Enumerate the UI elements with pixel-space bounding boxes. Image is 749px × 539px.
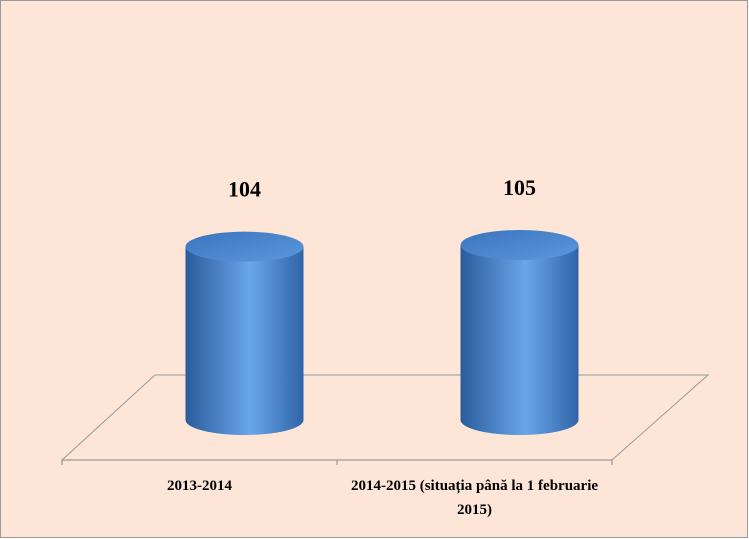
cylinder-top xyxy=(185,231,304,262)
x-tick-label: 2014-2015 (situația până la 1 februarie … xyxy=(350,478,599,518)
value-label: 104 xyxy=(228,177,261,202)
cylinder-body xyxy=(185,246,304,436)
x-tick-label-box: 2013-2014 xyxy=(167,478,232,494)
cylinder-body xyxy=(460,245,579,436)
x-tick-label: 2013-2014 xyxy=(167,478,232,494)
value-label: 105 xyxy=(503,175,536,200)
cylinder-top xyxy=(460,230,579,260)
x-tick-label-box: 2014-2015 (situația până la 1 februarie … xyxy=(350,478,599,518)
